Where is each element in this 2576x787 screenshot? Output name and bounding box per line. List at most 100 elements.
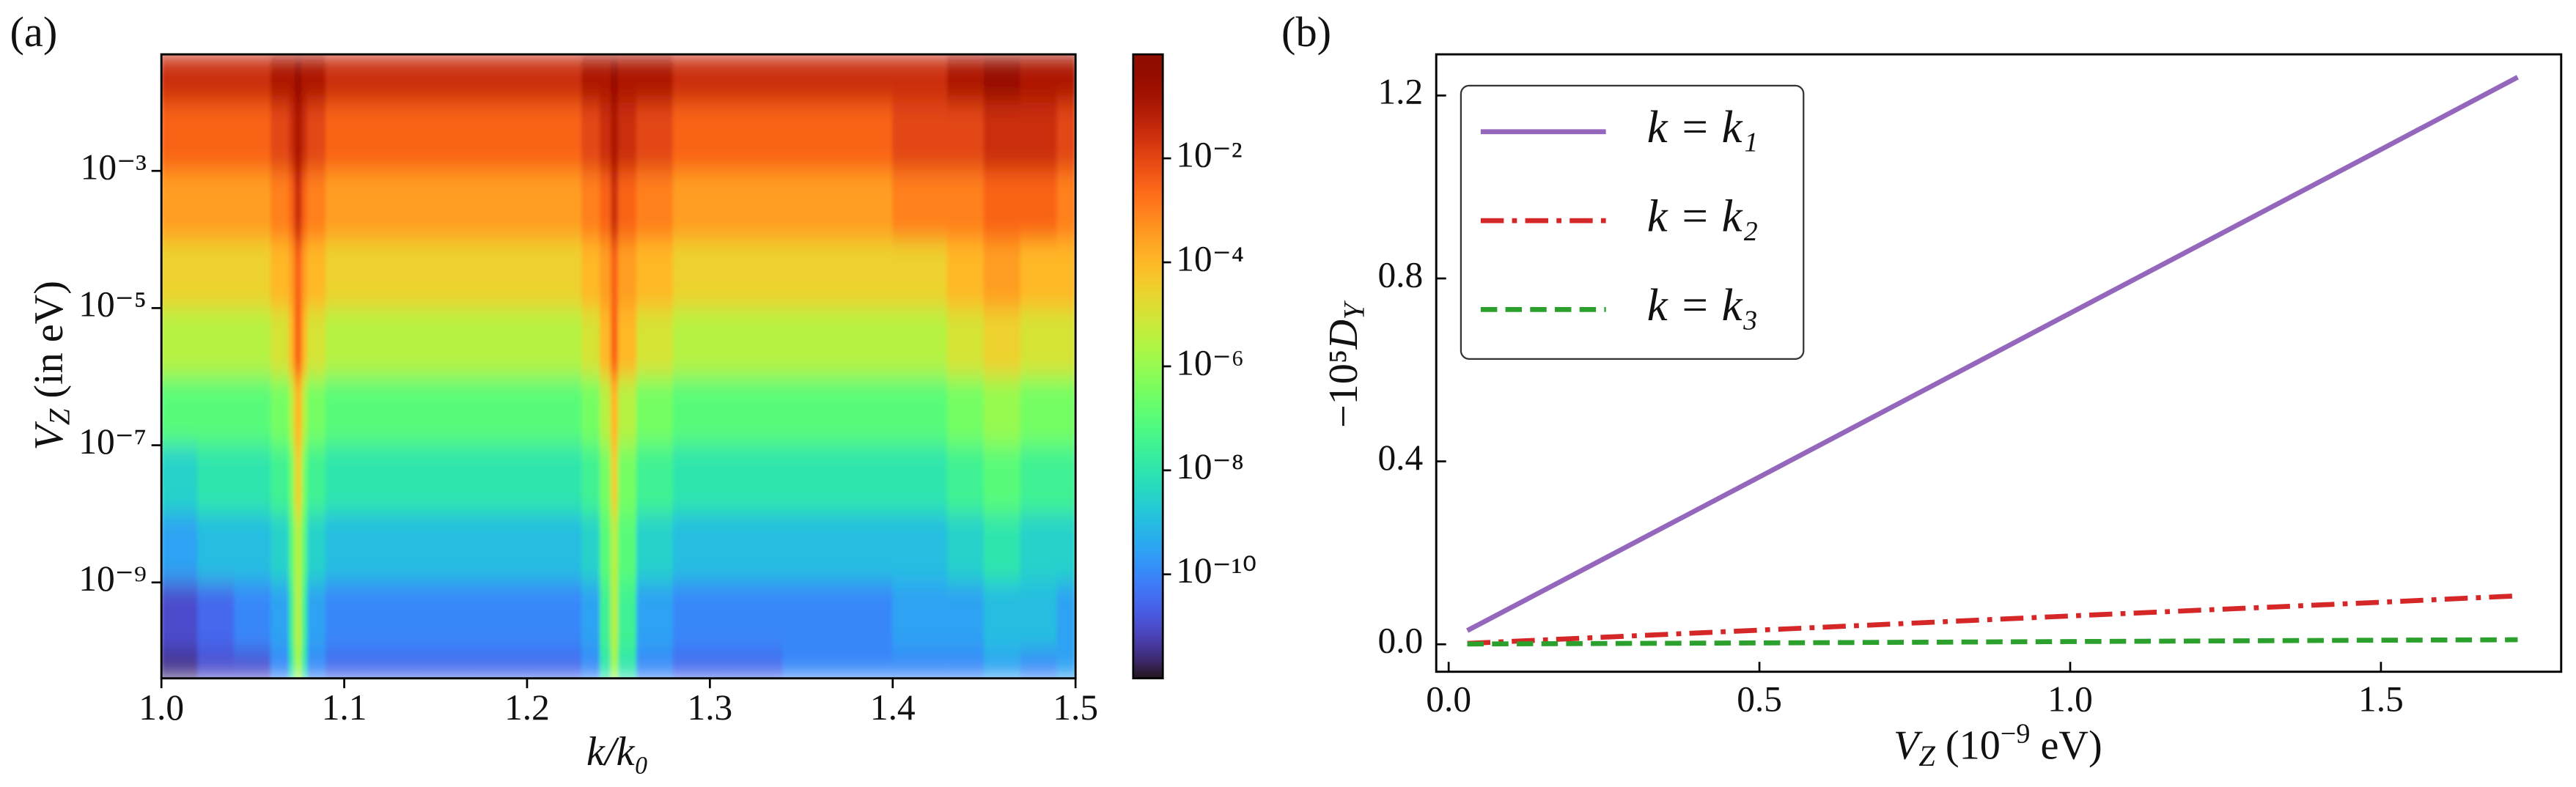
heatmap-cell [361,650,419,679]
panel-label: (a) [10,8,57,56]
data-line [1466,75,2520,633]
heatmap-cell [234,513,272,583]
heatmap-cell [611,239,619,309]
heatmap-cell [1020,54,1058,103]
heatmap-cell [301,307,309,377]
heatmap-cell [782,513,839,583]
x-tick-label: 1.3 [687,687,732,728]
heatmap-cell [983,307,1022,377]
heatmap-cell [526,376,583,446]
heatmap-cell [1056,239,1076,309]
y-tick-label: 1.2 [1377,72,1423,112]
heatmap-cell [611,513,619,583]
heatmap-cell [581,101,601,171]
heatmap-cell [1020,513,1058,583]
heatmap-cell [471,444,528,514]
heatmap-cell [471,239,528,309]
heatmap-cell [161,582,199,652]
heatmap-cell [618,582,638,652]
heatmap-cell [271,650,290,679]
heatmap-cell [526,582,583,652]
heatmap-cell [526,513,583,583]
heatmap-clip [161,54,1076,679]
heatmap-cell [581,376,601,446]
heatmap-cell [325,101,364,171]
heatmap-cell [581,582,601,652]
heatmap-cell [526,307,583,377]
heatmap-cell [1056,307,1076,377]
heatmap-cell [727,513,784,583]
heatmap-cell [294,54,303,103]
plot-frame [160,53,1077,680]
legend-label: k = k₁ [1647,101,1759,152]
heatmap-cell [837,54,894,103]
heatmap-cell [307,513,327,583]
heatmap-cell [161,444,199,514]
heatmap-cell [1020,376,1058,446]
heatmap-cell [471,101,528,171]
heatmap-cell [600,444,612,514]
heatmap-cell [271,54,290,103]
heatmap-cell [618,513,638,583]
heatmap-cell [611,170,619,240]
heatmap-cell [234,582,272,652]
heatmap-cell [636,54,674,103]
heatmap-cell [301,582,309,652]
heatmap-cell [946,307,985,377]
heatmap-cell [892,444,949,514]
heatmap-cell [672,376,729,446]
heatmap-cell [301,513,309,583]
heatmap-cell [946,170,985,240]
heatmap-cell [1056,444,1076,514]
x-axis-label: k/k₀ [586,729,649,775]
heatmap-cell [672,582,729,652]
heatmap-cell [161,376,199,446]
heatmap-cell [197,101,235,171]
x-tick-label: 1.2 [504,687,550,728]
x-axis-label-part: Z [1918,739,1935,772]
heatmap-cell [636,582,674,652]
heatmap-cell [301,170,309,240]
heatmap-cell [600,54,612,103]
x-axis-label-part: V [1894,723,1923,768]
heatmap-cell [600,101,612,171]
heatmap-cell [325,54,364,103]
heatmap-cell [307,650,327,679]
heatmap-cell [526,170,583,240]
heatmap-cell [526,239,583,309]
heatmap-cell [600,170,612,240]
heatmap-cell [1056,101,1076,171]
y-tick-label: 10⁻³ [81,147,147,188]
heatmap-cell [197,376,235,446]
heatmap-cell [636,376,674,446]
heatmap-cell [294,376,303,446]
heatmap-cell [361,444,419,514]
legend-box [1460,84,1805,360]
heatmap-cell [161,170,199,240]
heatmap-cell [636,239,674,309]
heatmap-cell [361,376,419,446]
heatmap-cell [892,54,949,103]
heatmap-cell [782,650,839,679]
heatmap-cell [197,239,235,309]
data-line [1467,637,2518,647]
heatmap-cell [636,444,674,514]
heatmap-cell [234,376,272,446]
heatmap-cell [892,307,949,377]
heatmap-cell [600,513,612,583]
heatmap-cell [416,307,473,377]
heatmap-cell [983,650,1022,679]
heatmap-cell [983,444,1022,514]
heatmap-cell [946,54,985,103]
heatmap-cell [946,650,985,679]
heatmap-cell [361,170,419,240]
heatmap-cell [782,444,839,514]
heatmap-cell [983,513,1022,583]
heatmap-cell [1056,170,1076,240]
heatmap-cell [294,239,303,309]
heatmap-cell [946,444,985,514]
legend-label: k = k₃ [1647,279,1759,330]
heatmap-cell [234,54,272,103]
panel-label: (b) [1281,8,1331,56]
heatmap-cell [1056,54,1076,103]
